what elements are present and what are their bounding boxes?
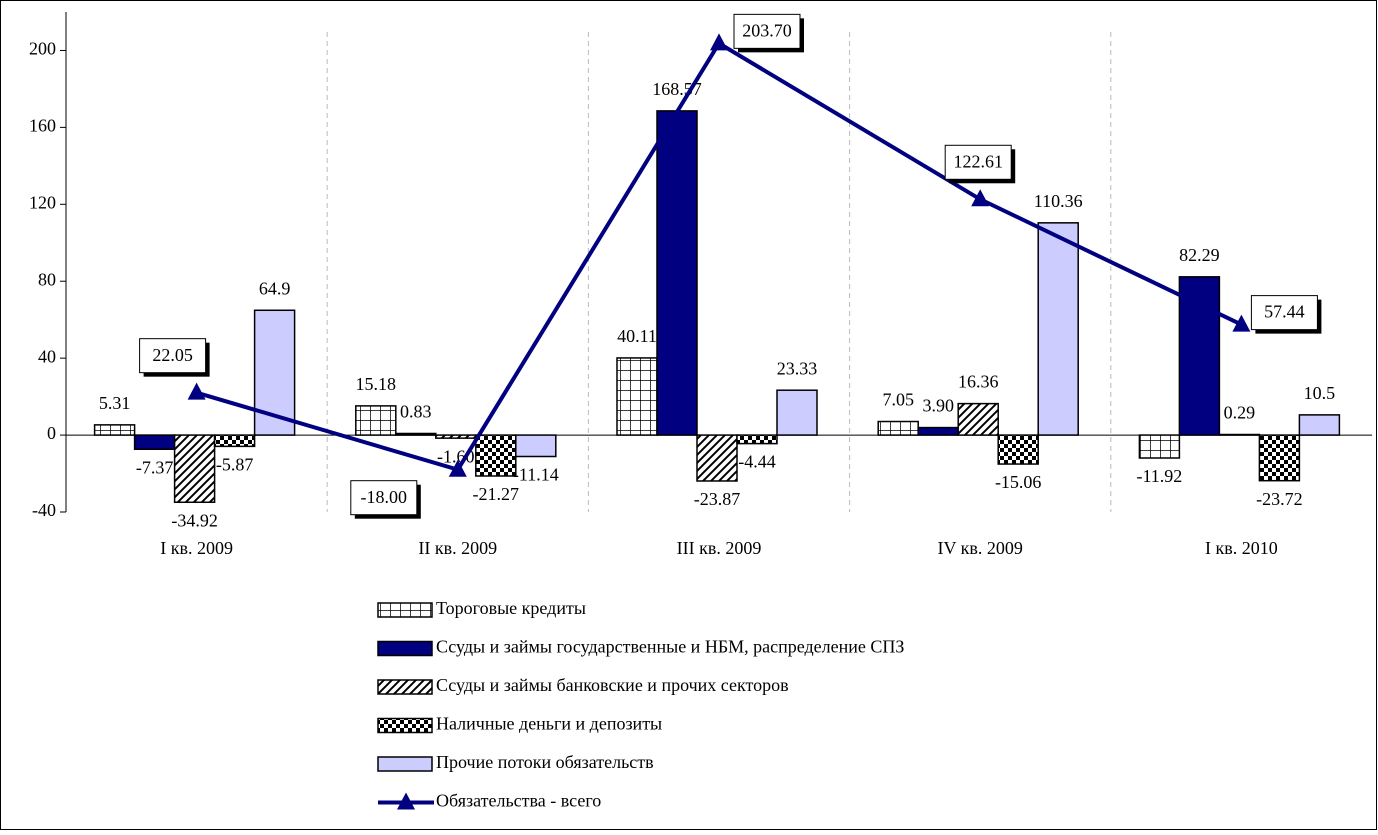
bar bbox=[355, 405, 397, 436]
value-label: 82.29 bbox=[1179, 245, 1220, 265]
bar bbox=[475, 434, 517, 477]
label-box bbox=[139, 338, 207, 374]
legend-label: Прочие потоки обязательств bbox=[436, 752, 654, 772]
bar bbox=[1178, 276, 1221, 436]
bar bbox=[877, 420, 919, 436]
x-tick-label: II кв. 2009 bbox=[418, 538, 497, 558]
line-marker bbox=[971, 189, 990, 207]
x-tick-label: IV кв. 2009 bbox=[937, 538, 1022, 558]
line-value-label: 57.44 bbox=[1264, 302, 1305, 322]
bar bbox=[93, 424, 136, 436]
bar bbox=[1138, 434, 1181, 459]
legend-label: Тороговые кредиты bbox=[436, 598, 586, 618]
x-tick-label: III кв. 2009 bbox=[677, 538, 762, 558]
value-label: 64.9 bbox=[259, 278, 291, 298]
value-label: 110.36 bbox=[1034, 191, 1083, 211]
y-tick-label: 120 bbox=[29, 192, 56, 212]
value-label: 3.90 bbox=[922, 396, 954, 416]
bar bbox=[515, 434, 557, 458]
value-label: 7.05 bbox=[882, 390, 914, 410]
line-marker bbox=[448, 459, 467, 477]
bar bbox=[1218, 433, 1261, 436]
bar bbox=[696, 434, 738, 482]
legend-swatch bbox=[377, 640, 433, 657]
legend-label: Ссуды и займы государственные и НБМ, рас… bbox=[436, 637, 904, 657]
bar bbox=[1037, 222, 1079, 436]
legend-label: Обязательства - всего bbox=[436, 791, 601, 811]
legend-swatch bbox=[377, 756, 433, 772]
legend-label: Наличные деньги и депозиты bbox=[436, 714, 662, 734]
line bbox=[196, 40, 1243, 473]
value-label: -11.92 bbox=[1136, 466, 1182, 486]
x-tick-label: I кв. 2009 bbox=[160, 538, 233, 558]
y-tick-label: 160 bbox=[29, 116, 56, 136]
legend-label: Ссуды и займы банковские и прочих сектор… bbox=[436, 675, 789, 695]
legend-swatch bbox=[377, 717, 433, 734]
y-tick-label: 0 bbox=[47, 423, 56, 443]
y-tick-label: 80 bbox=[38, 269, 56, 289]
value-label: 0.29 bbox=[1224, 403, 1256, 423]
value-label: 23.33 bbox=[777, 358, 818, 378]
x-tick-label: I кв. 2010 bbox=[1205, 538, 1278, 558]
line-value-label: 122.61 bbox=[953, 151, 1003, 171]
line-marker bbox=[710, 33, 728, 51]
bar bbox=[1258, 434, 1301, 482]
bar bbox=[435, 434, 477, 439]
bar bbox=[656, 110, 698, 436]
line-marker bbox=[187, 382, 206, 400]
bar bbox=[997, 434, 1039, 465]
value-label: -21.27 bbox=[473, 484, 520, 504]
line-value-label: 22.05 bbox=[152, 345, 193, 365]
value-label: -7.37 bbox=[136, 457, 174, 477]
value-label: -34.92 bbox=[171, 510, 218, 530]
value-label: -5.87 bbox=[216, 454, 254, 474]
legend-marker bbox=[397, 792, 415, 810]
y-tick-label: 40 bbox=[38, 346, 56, 366]
label-box bbox=[944, 144, 1012, 180]
bar bbox=[616, 357, 658, 436]
value-label: -15.06 bbox=[995, 472, 1042, 492]
line-value-label: -18.00 bbox=[361, 487, 408, 507]
legend-swatch bbox=[377, 602, 433, 618]
y-tick-label: -40 bbox=[32, 500, 56, 520]
bar bbox=[173, 434, 216, 503]
bar bbox=[395, 432, 437, 436]
value-label: -23.87 bbox=[694, 489, 741, 509]
value-label: -4.44 bbox=[738, 452, 776, 472]
value-label: 16.36 bbox=[958, 372, 999, 392]
bar bbox=[957, 402, 999, 436]
value-label: 5.31 bbox=[99, 393, 131, 413]
bar bbox=[776, 389, 818, 436]
value-label: -23.72 bbox=[1256, 489, 1303, 509]
value-label: 40.11 bbox=[617, 326, 657, 346]
value-label: 0.83 bbox=[400, 402, 432, 422]
label-box bbox=[1250, 295, 1318, 331]
bar bbox=[213, 434, 256, 448]
label-box bbox=[350, 480, 418, 516]
y-tick-label: 200 bbox=[29, 39, 56, 59]
bar bbox=[1298, 414, 1341, 436]
bar bbox=[736, 434, 778, 445]
bar bbox=[917, 426, 959, 436]
value-label: -11.14 bbox=[513, 465, 559, 485]
value-label: 10.5 bbox=[1304, 383, 1336, 403]
line-marker bbox=[1232, 314, 1251, 332]
value-label: 15.18 bbox=[356, 374, 397, 394]
label-box bbox=[733, 13, 801, 49]
bar bbox=[133, 434, 176, 451]
line-value-label: 203.70 bbox=[742, 20, 792, 40]
legend-swatch bbox=[377, 679, 433, 695]
